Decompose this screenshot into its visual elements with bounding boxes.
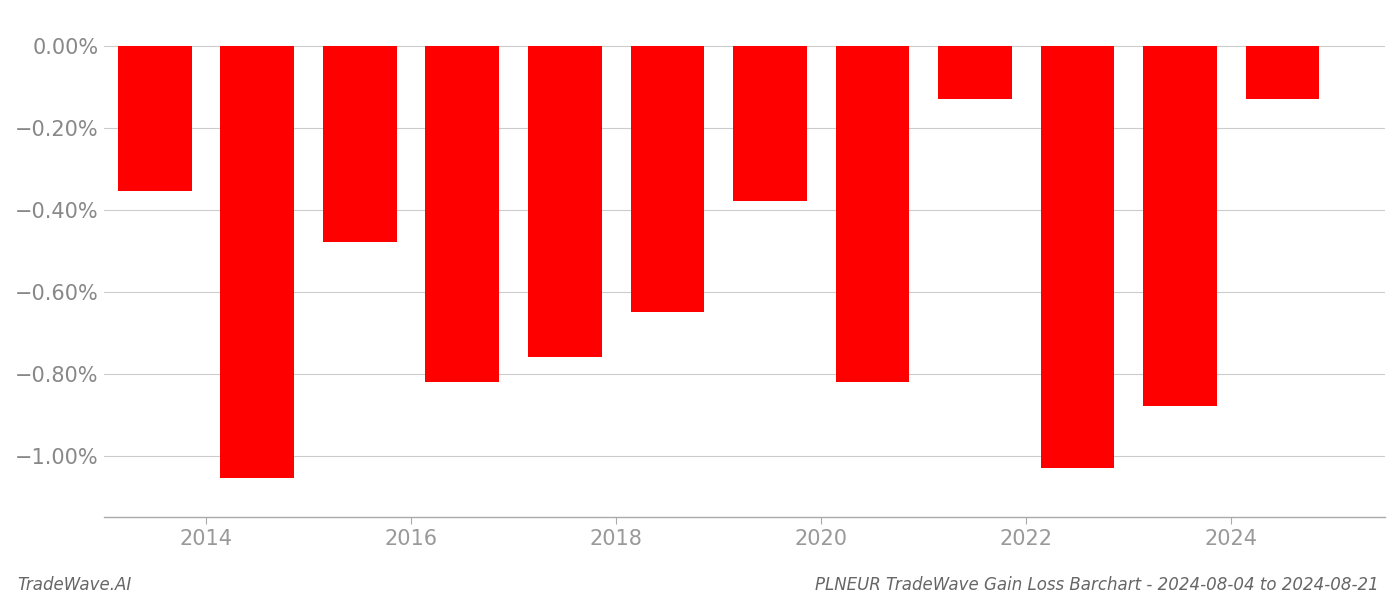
Bar [1246,46,1319,99]
Bar [118,46,192,191]
Bar [528,46,602,357]
Bar [1142,46,1217,406]
Text: PLNEUR TradeWave Gain Loss Barchart - 2024-08-04 to 2024-08-21: PLNEUR TradeWave Gain Loss Barchart - 20… [815,576,1379,594]
Bar [938,46,1012,99]
Bar [630,46,704,312]
Text: TradeWave.AI: TradeWave.AI [17,576,132,594]
Bar [836,46,910,382]
Bar [220,46,294,478]
Bar [1040,46,1114,468]
Bar [426,46,500,382]
Bar [734,46,806,202]
Bar [323,46,396,242]
